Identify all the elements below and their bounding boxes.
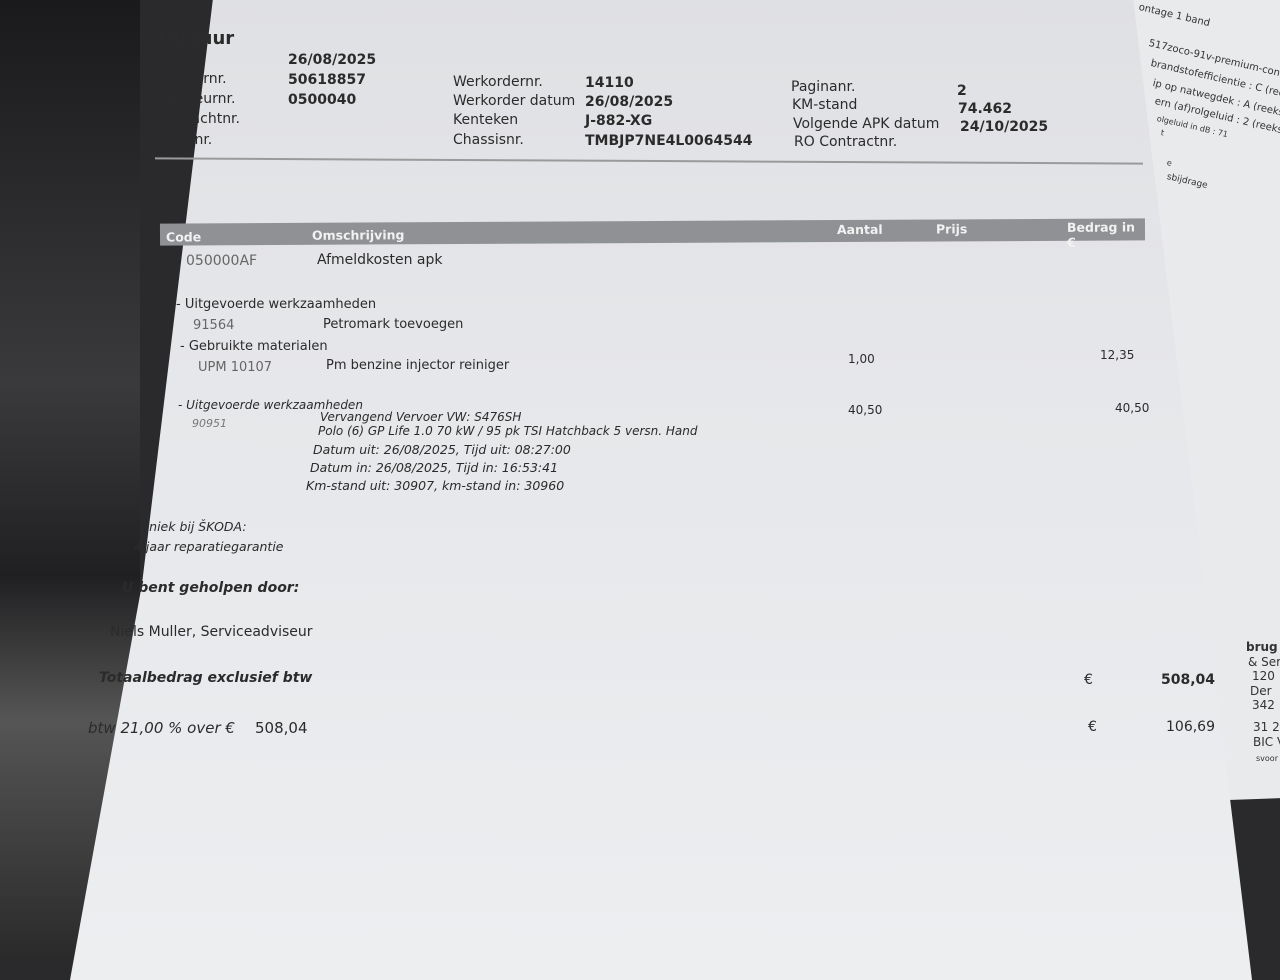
section-label: Gebruikte materialen — [188, 339, 328, 354]
value-volgende-apk: 24/10/2025 — [960, 119, 1049, 135]
row-line: Km-stand uit: 30907, km-stand in: 30960 — [306, 478, 565, 493]
label-opdrachtnr: Opdrachtnr. — [157, 111, 240, 127]
edge-line: 342 — [1252, 698, 1275, 712]
btw-label: btw 21,00 % over € — [88, 719, 235, 737]
section-label: Uitgevoerde werkzaamheden — [186, 398, 363, 412]
label-ro-contractnr: RO Contractnr. — [794, 134, 898, 150]
total-currency: € — [1084, 672, 1093, 688]
row-line: Polo (6) GP Life 1.0 70 kW / 95 pk TSI H… — [318, 424, 698, 438]
col-bedrag: Bedrag in € — [1066, 219, 1136, 250]
edge-line: Der — [1250, 684, 1272, 698]
section-heading: - Uitgevoerde werkzaamheden — [178, 398, 363, 412]
col-aantal: Aantal — [836, 221, 883, 238]
label-datum: Datum — [157, 51, 205, 67]
value-chassisnr: TMBJP7NE4L0064544 — [585, 133, 753, 149]
label-paginanr: Paginanr. — [791, 79, 856, 95]
row-desc: Petromark toevoegen — [323, 317, 464, 332]
section-heading: - Gebruikte materialen — [180, 339, 328, 354]
row-code: 90951 — [192, 417, 227, 430]
total-value: 508,04 — [1161, 672, 1216, 688]
guarantee-text: 4 jaar reparatiegarantie — [134, 539, 284, 554]
row-code: 91564 — [193, 318, 235, 333]
total-label: Totaalbedrag exclusief btw — [99, 670, 313, 686]
label-chassisnr: Chassisnr. — [453, 132, 524, 148]
edge-line: & Serv — [1248, 655, 1280, 669]
edge-line: BIC V — [1253, 735, 1280, 749]
section-heading: - Uitgevoerde werkzaamheden — [176, 297, 377, 312]
edge-line: svoor — [1256, 754, 1278, 763]
row-desc: Pm benzine injector reiniger — [326, 358, 510, 373]
col-prijs: Prijs — [935, 221, 968, 237]
label-volgende-apk: Volgende APK datum — [793, 116, 940, 132]
value-km-stand: 74.462 — [958, 101, 1013, 117]
value-werkorder-datum: 26/08/2025 — [585, 94, 674, 110]
label-werkorder-datum: Werkorder datum — [453, 93, 576, 109]
row-bedrag: 40,50 — [1115, 401, 1150, 415]
edge-line: 120 — [1252, 669, 1275, 683]
row-line: Datum in: 26/08/2025, Tijd in: 16:53:41 — [310, 460, 559, 475]
row-line: Vervangend Vervoer VW: S476SH — [320, 410, 522, 424]
label-kenteken: Kenteken — [453, 112, 519, 128]
edge-line: 31 22 — [1253, 720, 1280, 734]
btw-value: 106,69 — [1166, 719, 1215, 735]
btw-base: 508,04 — [255, 719, 308, 737]
label-btw-nr: BTW nr. — [158, 132, 213, 148]
col-code: Code — [165, 229, 202, 245]
label-werkordernr: Werkordernr. — [453, 74, 543, 90]
advisor-name: Niels Muller, Serviceadviseur — [110, 624, 313, 640]
col-omschrijving: Omschrijving — [311, 227, 405, 243]
value-paginanr: 2 — [957, 83, 967, 99]
invoice-title: Factuur — [157, 28, 235, 49]
helped-by-label: U bent geholpen door: — [122, 580, 300, 596]
value-debiteurnr: 0500040 — [288, 92, 357, 108]
label-factuurnr: Factuurnr. — [157, 71, 227, 87]
row-code: UPM 10107 — [198, 360, 273, 375]
value-kenteken: J-882-XG — [585, 113, 653, 129]
row-bedrag: 12,35 — [1100, 348, 1135, 362]
btw-currency: € — [1088, 719, 1097, 735]
row-desc: Afmeldkosten apk — [317, 252, 443, 268]
row-code: 050000AF — [186, 253, 258, 269]
label-km-stand: KM-stand — [792, 97, 858, 113]
value-datum: 26/08/2025 — [288, 52, 377, 68]
row-aantal: 1,00 — [848, 352, 875, 366]
row-aantal: 40,50 — [848, 403, 883, 417]
edge-line: brug F — [1246, 640, 1280, 654]
value-factuurnr: 50618857 — [288, 72, 366, 88]
row-line: Datum uit: 26/08/2025, Tijd uit: 08:27:0… — [313, 442, 571, 457]
guarantee-title: Uniek bij ŠKODA: — [140, 519, 247, 534]
label-debiteurnr: Debiteurnr. — [157, 91, 236, 107]
value-werkordernr: 14110 — [585, 75, 634, 91]
section-label: Uitgevoerde werkzaamheden — [184, 297, 377, 312]
